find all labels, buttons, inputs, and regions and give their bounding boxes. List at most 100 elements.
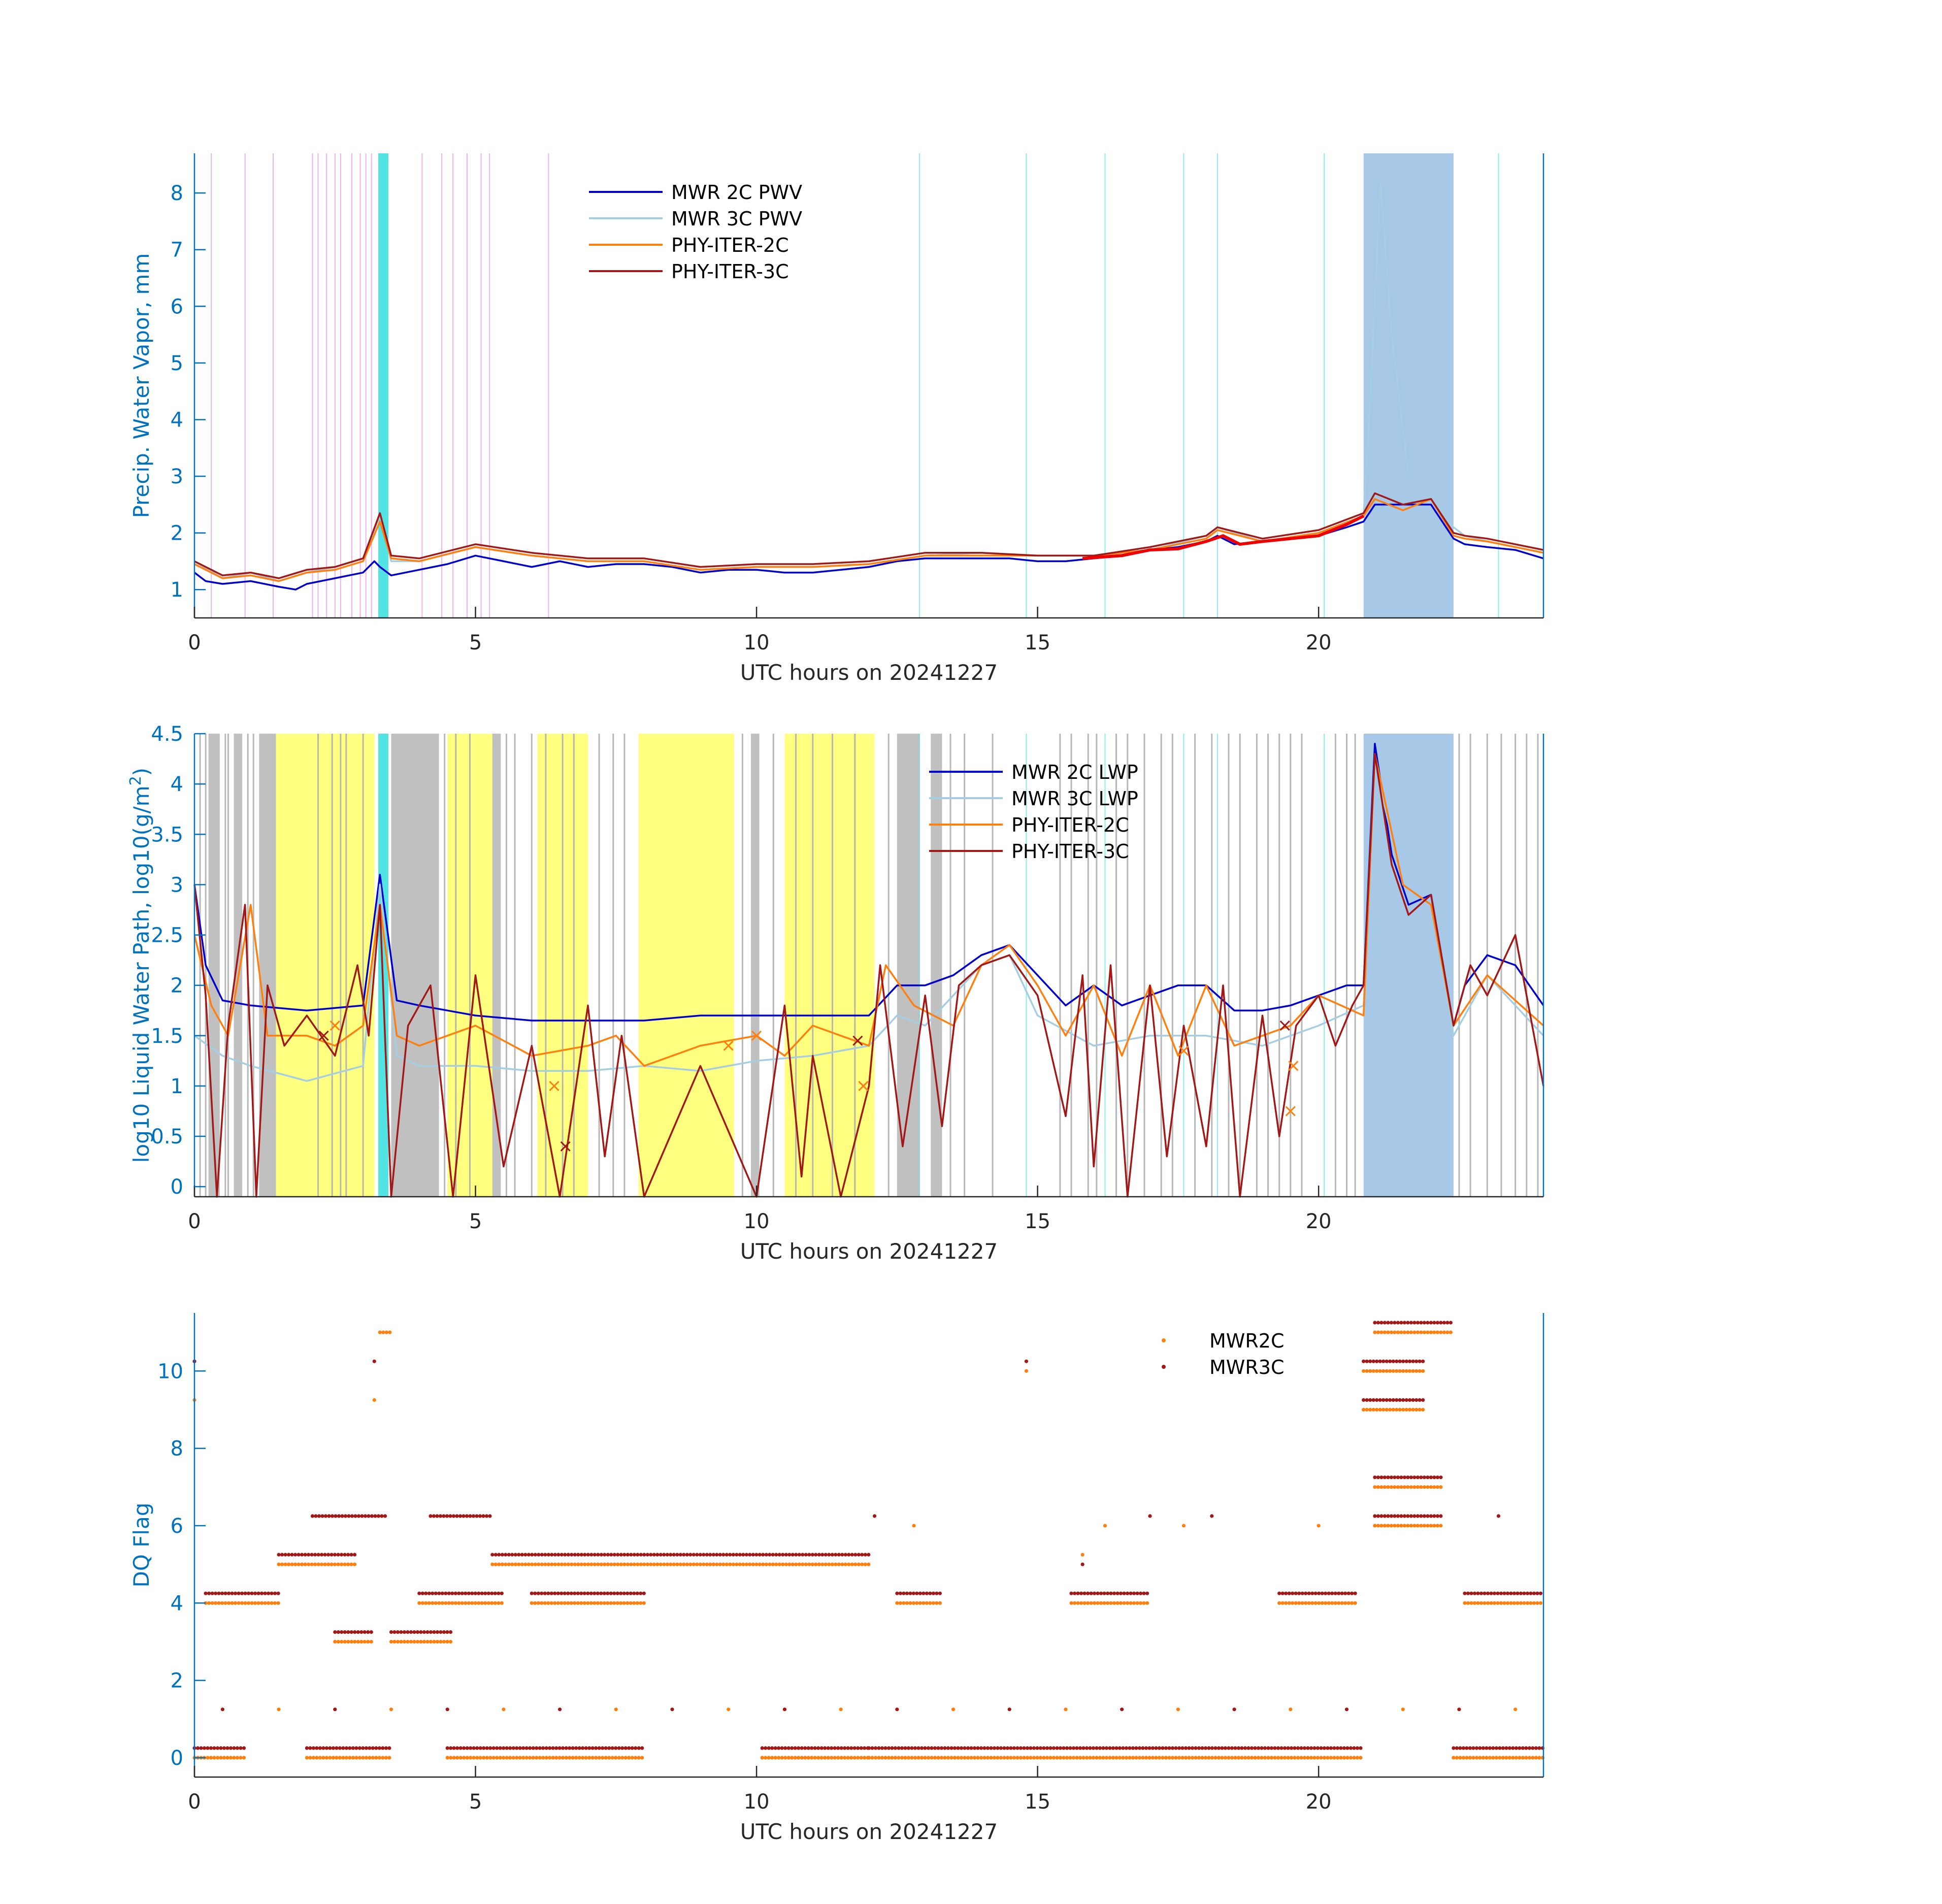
dq-point-mwr3c bbox=[1489, 1591, 1493, 1595]
dq-point-mwr3c bbox=[609, 1553, 613, 1557]
y-tick-label: 1 bbox=[171, 578, 183, 602]
dq-point-mwr2c bbox=[619, 1601, 623, 1605]
dq-point-mwr2c bbox=[340, 1639, 344, 1644]
dq-point-mwr2c bbox=[1022, 1756, 1026, 1760]
dq-point-mwr3c bbox=[1414, 1359, 1419, 1363]
dq-point-mwr2c bbox=[1263, 1756, 1267, 1760]
dq-point-mwr3c bbox=[1378, 1398, 1382, 1402]
dq-point-mwr2c bbox=[1483, 1601, 1487, 1605]
dq-point-mwr2c bbox=[566, 1601, 570, 1605]
dq-point-mwr3c bbox=[1055, 1746, 1059, 1750]
dq-point-mwr3c bbox=[490, 1553, 495, 1557]
dq-point-mwr3c bbox=[1109, 1591, 1113, 1595]
dq-point-mwr3c bbox=[1396, 1321, 1400, 1325]
dq-point-mwr3c bbox=[843, 1553, 847, 1557]
dq-point-mwr3c bbox=[497, 1553, 501, 1557]
dq-point-mwr3c bbox=[1220, 1746, 1224, 1750]
dq-point-mwr2c bbox=[1207, 1756, 1211, 1760]
dq-point-mwr2c bbox=[1096, 1601, 1100, 1605]
dq-point-mwr3c bbox=[1485, 1746, 1489, 1750]
dq-point-mwr3c bbox=[1197, 1746, 1201, 1750]
dq-point-mwr2c bbox=[1101, 1756, 1105, 1760]
dq-point-isolated bbox=[912, 1524, 916, 1528]
dq-point-mwr3c bbox=[346, 1553, 350, 1557]
dq-point-mwr3c bbox=[849, 1746, 853, 1750]
y-tick-label: 0.5 bbox=[151, 1125, 183, 1148]
dq-point-mwr2c bbox=[1216, 1756, 1221, 1760]
dq-point-mwr3c bbox=[313, 1553, 317, 1557]
dq-point-mwr3c bbox=[793, 1746, 797, 1750]
dq-point-mwr2c bbox=[378, 1330, 382, 1334]
dq-point-mwr2c bbox=[1071, 1756, 1076, 1760]
dq-point-mwr3c bbox=[1324, 1591, 1328, 1595]
dq-point-mwr2c bbox=[1406, 1524, 1410, 1528]
dq-point-mwr2c bbox=[1269, 1756, 1274, 1760]
dq-point-mwr2c bbox=[472, 1756, 476, 1760]
dq-point-mwr3c bbox=[1131, 1746, 1135, 1750]
dq-point-mwr2c bbox=[665, 1562, 669, 1566]
dq-point-mwr2c bbox=[870, 1756, 874, 1760]
dq-point-mwr2c bbox=[682, 1562, 686, 1566]
dq-point-mwr2c bbox=[445, 1639, 449, 1644]
dq-point-mwr3c bbox=[877, 1746, 881, 1750]
dq-point-mwr3c bbox=[1287, 1591, 1291, 1595]
x-axis-label: UTC hours on 20241227 bbox=[740, 1239, 998, 1264]
dq-point-mwr3c bbox=[622, 1591, 626, 1595]
dq-point-mwr2c bbox=[921, 1601, 926, 1605]
dq-point-mwr2c bbox=[1213, 1756, 1217, 1760]
dq-point-mwr2c bbox=[1187, 1756, 1191, 1760]
dq-point-mwr3c bbox=[232, 1746, 236, 1750]
dq-point-mwr2c bbox=[422, 1639, 426, 1644]
dq-point-mwr2c bbox=[1406, 1330, 1410, 1334]
dq-point-mwr2c bbox=[336, 1639, 340, 1644]
dq-point-mwr3c bbox=[1082, 1591, 1087, 1595]
dq-point-mwr3c bbox=[1126, 1591, 1130, 1595]
dq-point-mwr3c bbox=[629, 1591, 633, 1595]
dq-point-mwr2c bbox=[837, 1562, 841, 1566]
dq-point-mwr2c bbox=[586, 1562, 590, 1566]
dq-point-mwr3c bbox=[895, 1591, 899, 1595]
dq-point-mwr3c bbox=[576, 1553, 580, 1557]
dq-point-mwr2c bbox=[939, 1756, 944, 1760]
dq-point-mwr2c bbox=[728, 1562, 732, 1566]
dq-point-mwr2c bbox=[524, 1756, 529, 1760]
dq-point-mwr2c bbox=[559, 1601, 564, 1605]
dq-point-mwr2c bbox=[1485, 1756, 1489, 1760]
dq-point-mwr3c bbox=[715, 1553, 719, 1557]
dq-point-isolated bbox=[1080, 1553, 1084, 1557]
dq-point-mwr3c bbox=[573, 1591, 577, 1595]
dq-point-mwr3c bbox=[695, 1553, 699, 1557]
dq-point-mwr3c bbox=[1406, 1475, 1410, 1480]
dq-point-mwr2c bbox=[806, 1756, 810, 1760]
dq-point-mwr3c bbox=[300, 1553, 304, 1557]
dq-point-mwr2c bbox=[754, 1562, 759, 1566]
dq-point-mwr3c bbox=[599, 1591, 603, 1595]
dq-point-mwr2c bbox=[546, 1562, 550, 1566]
dq-point-isolated bbox=[1210, 1514, 1214, 1518]
dq-point-mwr2c bbox=[343, 1639, 347, 1644]
dq-point-mwr3c bbox=[1383, 1475, 1387, 1480]
y-axis-label-text: Precip. Water Vapor, mm bbox=[129, 253, 154, 518]
dq-point-mwr3c bbox=[777, 1746, 781, 1750]
dq-point-mwr3c bbox=[320, 1553, 324, 1557]
dq-point-mwr2c bbox=[1203, 1756, 1208, 1760]
dq-point-isolated bbox=[277, 1708, 281, 1712]
dq-point-mwr3c bbox=[356, 1514, 361, 1518]
dq-point-mwr2c bbox=[1300, 1601, 1304, 1605]
dq-point-mwr3c bbox=[925, 1591, 929, 1595]
dq-point-mwr3c bbox=[685, 1553, 689, 1557]
dq-point-mwr3c bbox=[215, 1746, 220, 1750]
dq-point-mwr2c bbox=[1246, 1756, 1250, 1760]
dq-point-mwr3c bbox=[1035, 1746, 1039, 1750]
dq-point-mwr3c bbox=[444, 1591, 448, 1595]
dq-point-mwr3c bbox=[615, 1591, 619, 1595]
dq-point-mwr2c bbox=[234, 1601, 238, 1605]
dq-point-mwr3c bbox=[389, 1630, 393, 1634]
dq-point-mwr3c bbox=[721, 1553, 726, 1557]
dq-point-mwr3c bbox=[432, 1630, 436, 1634]
dq-point-mwr2c bbox=[695, 1562, 699, 1566]
dq-point-mwr2c bbox=[601, 1756, 605, 1760]
dq-point-mwr3c bbox=[1368, 1359, 1372, 1363]
dq-point-mwr2c bbox=[531, 1756, 535, 1760]
dq-point-mwr2c bbox=[627, 1756, 631, 1760]
